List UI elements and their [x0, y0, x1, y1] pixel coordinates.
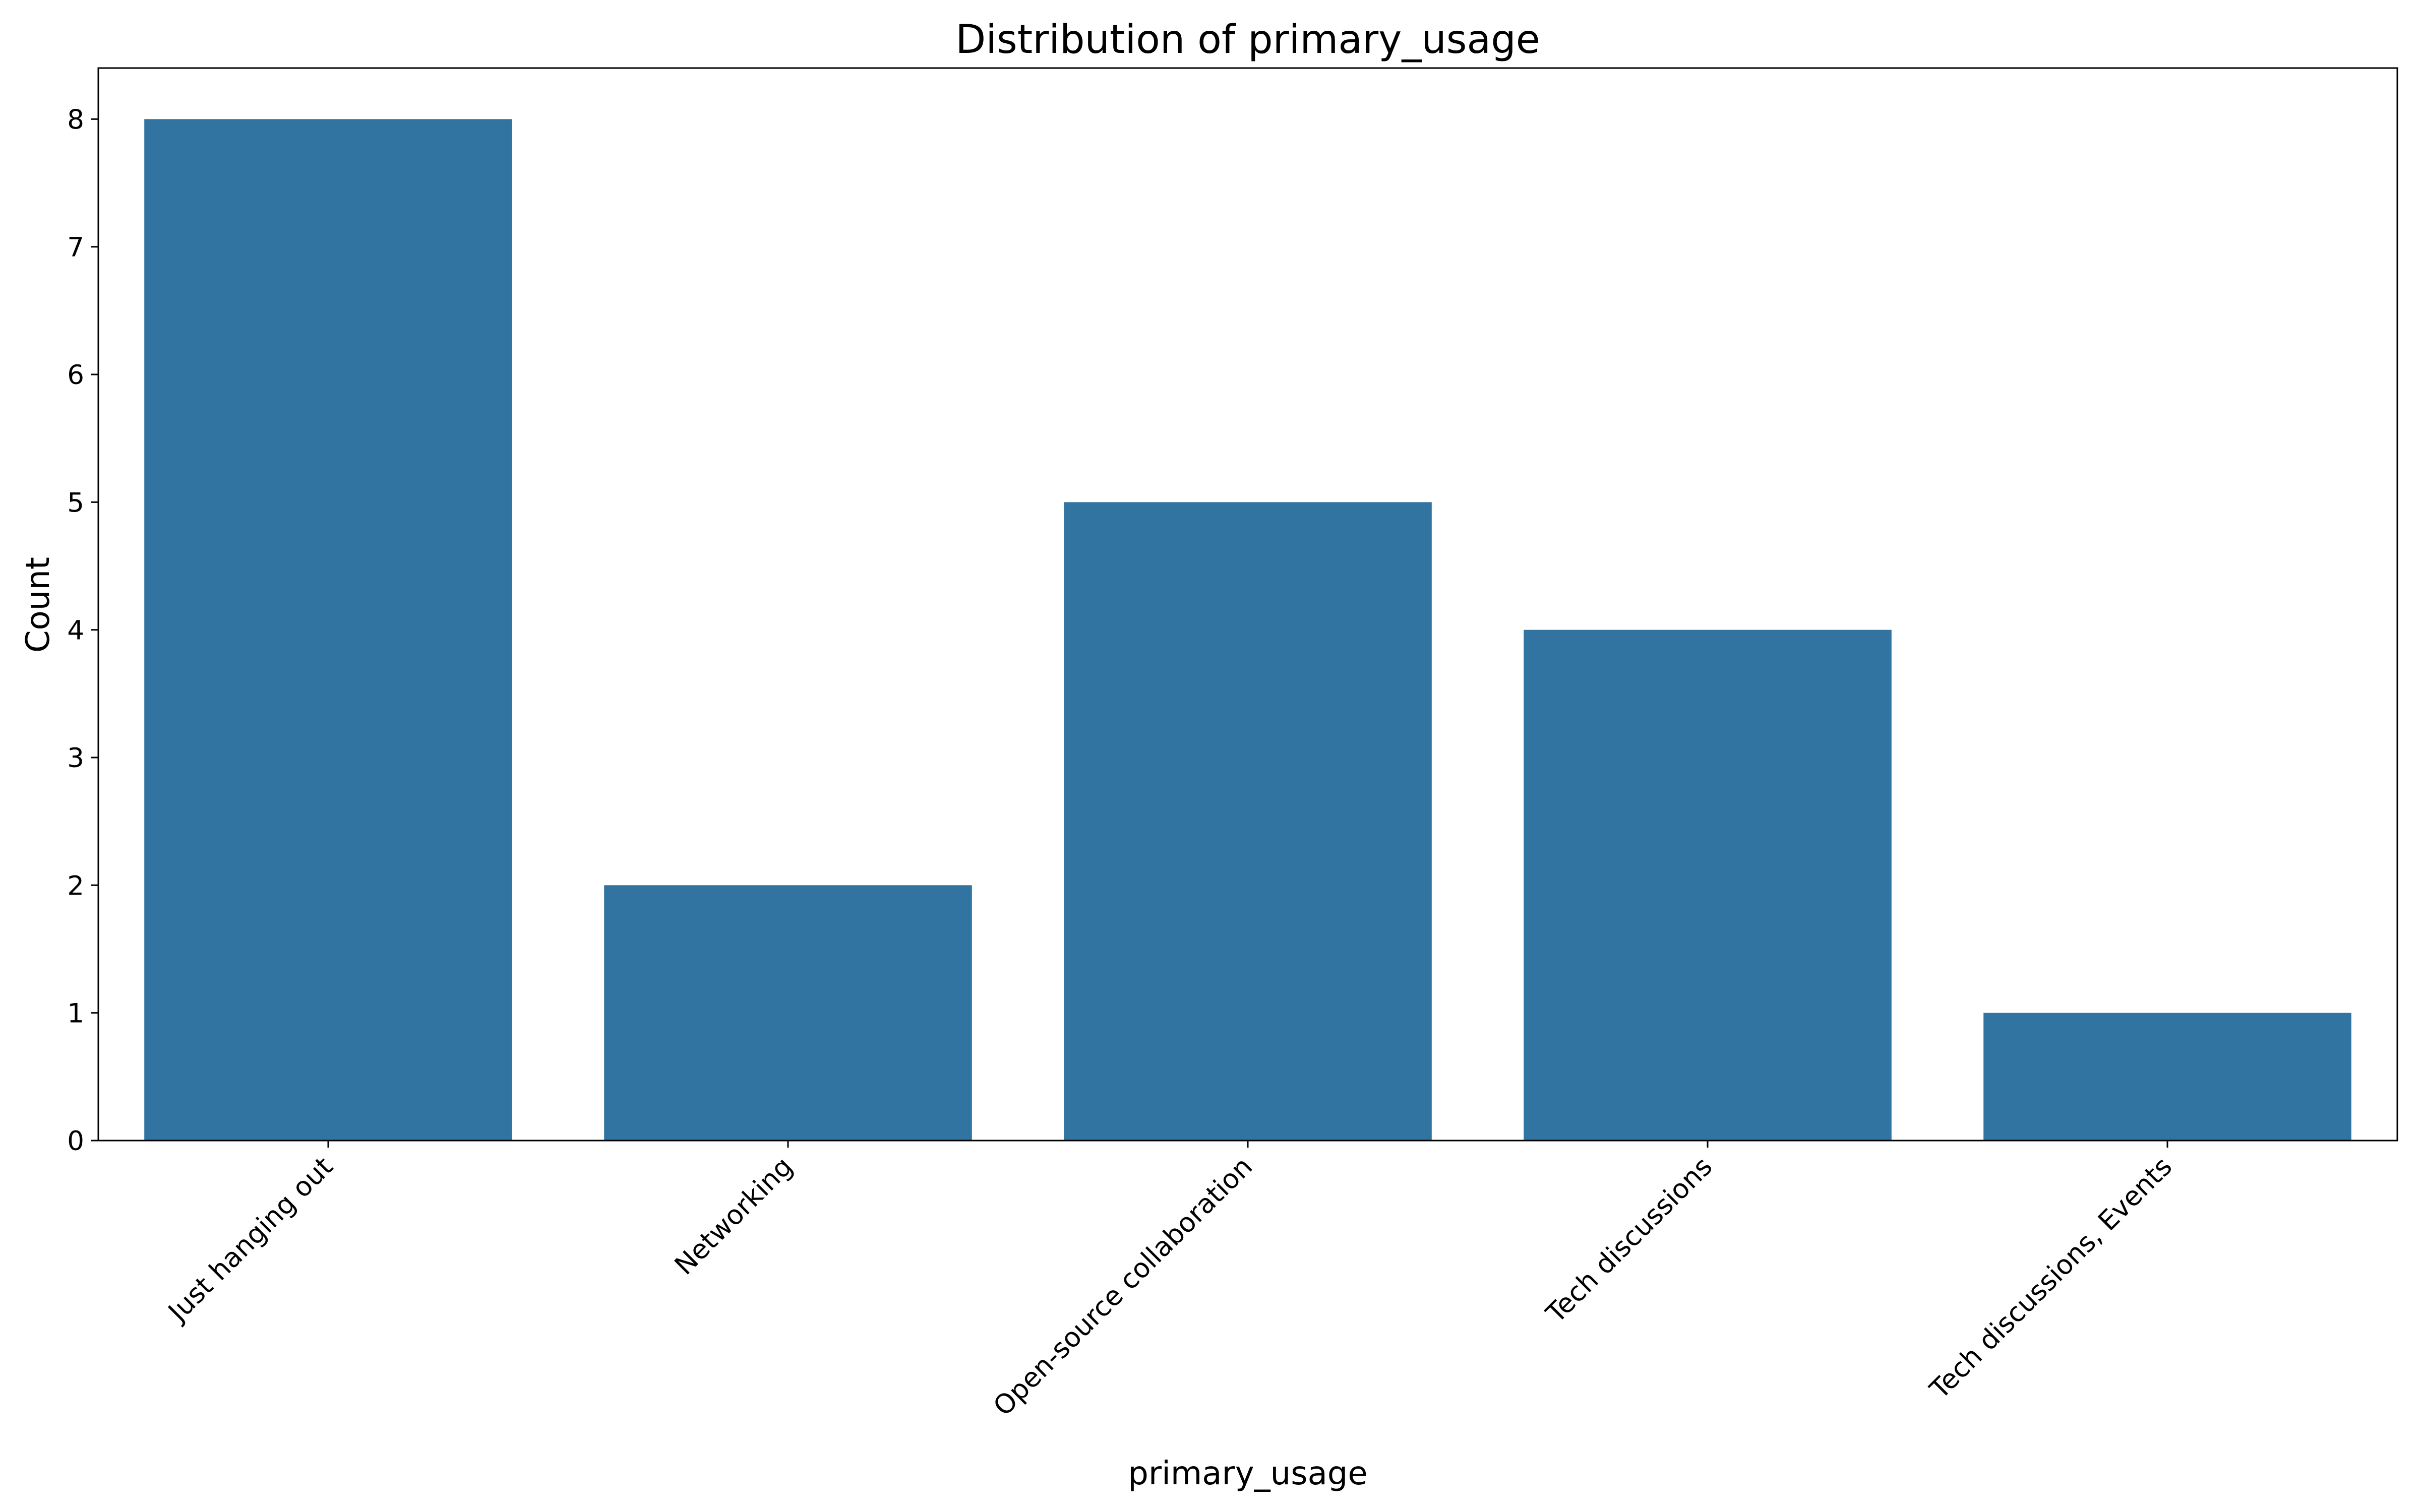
chart-title: Distribution of primary_usage	[955, 17, 1540, 62]
y-tick-label: 3	[67, 743, 84, 774]
y-tick-label: 5	[67, 487, 84, 518]
y-tick-label: 4	[67, 615, 84, 646]
x-axis-ticks: Just hanging out Networking Open-source co…	[161, 1141, 2178, 1422]
x-tick-label: Networking	[669, 1151, 799, 1281]
x-tick-label: Tech discussions	[1540, 1151, 1718, 1329]
y-tick-label: 0	[67, 1126, 84, 1157]
x-tick-label: Tech discussions, Events	[1924, 1151, 2178, 1405]
y-tick-label: 7	[67, 232, 84, 263]
y-axis-label: Count	[20, 557, 57, 653]
bars-group	[144, 119, 2351, 1141]
y-axis-ticks: 0 1 2 3 4 5 6 7 8	[67, 104, 98, 1157]
bar-0	[144, 119, 512, 1141]
bar-2	[1064, 502, 1432, 1141]
bar-4	[1983, 1013, 2351, 1141]
x-tick-label: Just hanging out	[161, 1151, 339, 1329]
bar-3	[1524, 629, 1892, 1141]
bar-1	[604, 885, 972, 1141]
y-tick-label: 8	[67, 104, 84, 135]
y-tick-label: 6	[67, 360, 84, 391]
plot-frame	[97, 67, 2398, 1142]
x-axis-label: primary_usage	[1128, 1455, 1368, 1492]
y-tick-label: 1	[67, 998, 84, 1029]
y-tick-label: 2	[67, 870, 84, 901]
x-tick-label: Open-source collaboration	[988, 1151, 1258, 1422]
